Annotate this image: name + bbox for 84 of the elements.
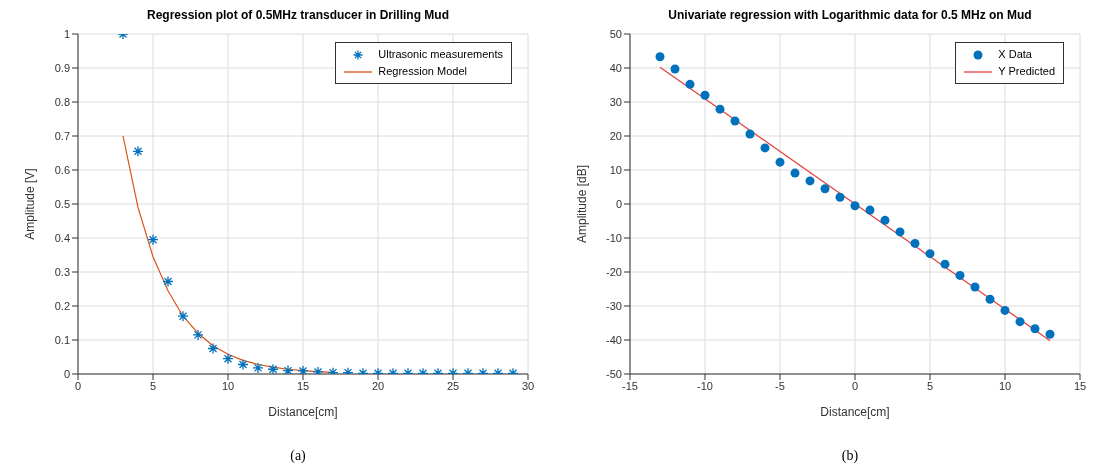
y-tick-label: 0 <box>63 367 70 380</box>
point <box>670 64 680 74</box>
point <box>925 249 935 259</box>
point <box>655 52 665 62</box>
point <box>267 363 279 374</box>
x-tick-label: 0 <box>851 379 859 392</box>
point <box>745 129 755 139</box>
point <box>775 157 785 167</box>
point <box>760 143 770 153</box>
legend-label: Ultrasonic measurements <box>378 47 503 62</box>
point <box>1045 329 1055 339</box>
legend-label: X Data <box>998 47 1032 62</box>
x-tick-label: 5 <box>926 379 934 392</box>
y-tick-label: 1 <box>63 27 70 40</box>
point <box>790 168 800 178</box>
text: (a) <box>289 448 307 464</box>
point <box>940 259 950 269</box>
point <box>955 270 965 280</box>
x-tick-label: -10 <box>697 379 713 392</box>
y-tick-label: 0 <box>615 197 622 210</box>
y-tick-label: 40 <box>609 61 622 74</box>
point <box>162 275 174 288</box>
point <box>282 364 294 374</box>
point <box>715 104 725 114</box>
legend-label: Y Predicted <box>998 64 1055 79</box>
x-tick-label: 15 <box>296 379 310 392</box>
x-tick-label: 5 <box>149 379 157 392</box>
point <box>1015 317 1025 327</box>
y-axis-title: Amplitude [dB] <box>575 164 590 244</box>
point <box>910 238 920 248</box>
y-tick-label: 0.8 <box>54 95 70 108</box>
point <box>192 329 204 341</box>
y-tick-label: 0.6 <box>54 163 70 176</box>
text: (b) <box>840 448 860 464</box>
point <box>865 205 875 215</box>
point <box>985 294 995 304</box>
y-axis-title: Amplitude [V] <box>23 168 38 240</box>
x-tick-label: 30 <box>521 379 535 392</box>
point <box>820 184 830 194</box>
x-tick-label: 0 <box>74 379 82 392</box>
y-tick-label: 0.3 <box>54 265 70 278</box>
y-tick-label: -20 <box>606 265 622 278</box>
y-tick-label: -30 <box>606 299 622 312</box>
point <box>850 201 860 211</box>
y-tick-label: -50 <box>606 367 622 380</box>
x-tick-label: -5 <box>775 379 785 392</box>
point <box>297 365 309 374</box>
y-tick-label: 0.7 <box>54 129 70 142</box>
x-tick-label: 10 <box>221 379 235 392</box>
point <box>177 310 189 322</box>
y-tick-label: -40 <box>606 333 622 346</box>
point <box>880 215 890 225</box>
x-tick-label: 20 <box>371 379 385 392</box>
point <box>895 227 905 237</box>
point <box>835 192 845 202</box>
point <box>132 145 144 157</box>
x-tick-label: 10 <box>998 379 1012 392</box>
point <box>970 282 980 292</box>
chart-title: Regression plot of 0.5MHz transducer in Drilling Mud <box>146 8 450 24</box>
point <box>1030 324 1040 334</box>
x-axis-title: Distance[cm] <box>820 405 890 419</box>
y-tick-label: 0.4 <box>54 231 70 244</box>
y-tick-label: 0.1 <box>54 333 70 346</box>
x-tick-label: -15 <box>622 379 638 392</box>
legend-label: Regression Model <box>378 64 467 79</box>
y-tick-label: 0.2 <box>54 299 70 312</box>
chart-title: Univariate regression with Logarithmic data for 0.5 MHz on Mud <box>667 8 1033 24</box>
y-tick-label: 30 <box>609 95 622 108</box>
x-tick-label: 15 <box>1073 379 1087 392</box>
point <box>207 342 219 355</box>
point <box>1000 305 1010 315</box>
point <box>730 116 740 126</box>
point <box>805 176 815 186</box>
y-tick-label: 0.9 <box>54 61 70 74</box>
y-tick-label: 10 <box>609 163 622 176</box>
x-axis-title: Distance[cm] <box>268 405 338 419</box>
point <box>685 79 695 89</box>
y-tick-label: -10 <box>606 231 622 244</box>
y-tick-label: 20 <box>609 129 622 142</box>
y-tick-label: 0.5 <box>54 197 70 210</box>
point <box>147 234 159 246</box>
point <box>700 90 710 100</box>
y-tick-label: 50 <box>609 27 622 40</box>
x-tick-label: 25 <box>446 379 460 392</box>
